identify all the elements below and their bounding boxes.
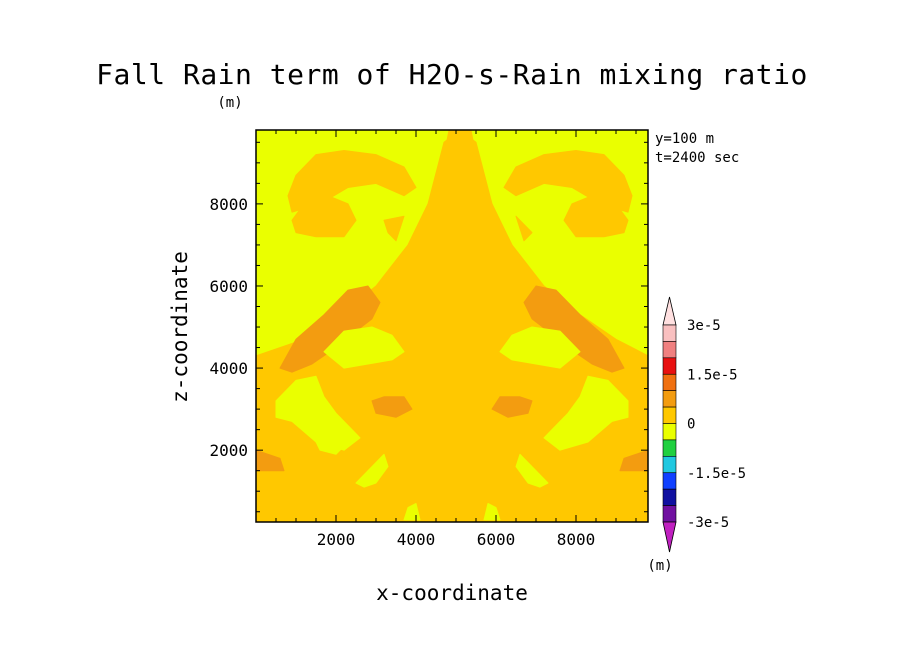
contour-region-17 [491,396,533,418]
y-tick-label: 2000 [209,441,248,460]
chart-title: Fall Rain term of H2O-s-Rain mixing rati… [96,58,808,91]
contour-region-8 [515,215,533,242]
contour-region-4 [503,150,633,213]
colorbar-swatch [662,373,677,391]
plot-frame [255,129,649,523]
colorbar-label: 3e-5 [687,318,721,334]
chart-subtitle: (m) [217,95,242,111]
colorbar-swatch [662,390,677,408]
colorbar-bottom-arrow [662,521,677,553]
contour-regions [255,129,649,523]
x-tick-label: 2000 [317,530,356,549]
colorbar-swatch [662,456,677,474]
colorbar-label: -1.5e-5 [687,466,746,482]
colorbar: 3e-5 1.5e-5 0 -1.5e-5 -3e-5 [662,296,746,553]
contour-region-3 [287,150,417,213]
x-tick-label: 6000 [477,530,516,549]
contour-region-12 [323,326,405,369]
info-y: y=100 m [655,131,714,147]
colorbar-swatch [662,357,677,375]
y-tick-label: 4000 [209,359,248,378]
contour-region-5 [291,195,357,238]
contour-region-6 [563,195,629,238]
contour-region-19 [515,453,549,488]
contour-region-11 [523,285,625,373]
colorbar-swatch [662,406,677,424]
contour-region-10 [279,285,381,373]
plot-area: 2000 4000 6000 8000 2000 4000 6000 8000 [209,129,649,549]
contour-region-16 [371,396,413,418]
colorbar-top-arrow [662,296,677,326]
colorbar-swatch [662,423,677,441]
colorbar-swatch [662,439,677,457]
colorbar-swatch [662,505,677,523]
colorbar-unit: (m) [647,558,672,574]
colorbar-swatch [662,472,677,490]
y-tick-label: 8000 [209,195,248,214]
colorbar-label: 1.5e-5 [687,367,738,383]
x-axis-label: x-coordinate [376,581,528,605]
y-tick-label: 6000 [209,277,248,296]
contour-region-13 [499,326,581,369]
info-t: t=2400 sec [655,150,739,166]
colorbar-label: -3e-5 [687,515,729,531]
colorbar-swatch [662,488,677,506]
colorbar-swatch [662,341,677,359]
contour-region-20 [311,420,349,455]
colorbar-label: 0 [687,417,695,433]
contour-region-18 [355,453,389,488]
x-tick-label: 8000 [557,530,596,549]
y-axis-label: z-coordinate [168,251,192,403]
axis-ticks: 2000 4000 6000 8000 2000 4000 6000 8000 [209,130,648,549]
colorbar-swatch [662,324,677,342]
contour-region-15 [543,375,629,451]
x-tick-label: 4000 [397,530,436,549]
contour-region-7 [383,215,405,242]
